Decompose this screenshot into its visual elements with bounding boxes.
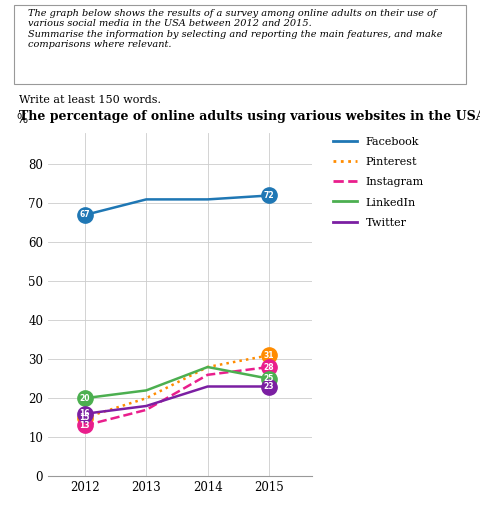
Text: 23: 23	[264, 382, 274, 391]
Text: 72: 72	[264, 191, 275, 200]
Text: 15: 15	[80, 413, 90, 422]
FancyBboxPatch shape	[14, 5, 466, 84]
Text: The percentage of online adults using various websites in the USA: The percentage of online adults using va…	[19, 110, 480, 123]
Legend: Facebook, Pinterest, Instagram, LinkedIn, Twitter: Facebook, Pinterest, Instagram, LinkedIn…	[328, 132, 429, 232]
Text: %: %	[16, 113, 27, 126]
Text: 25: 25	[264, 374, 274, 383]
Text: 28: 28	[264, 362, 275, 372]
Text: The graph below shows the results of a survey among online adults on their use o: The graph below shows the results of a s…	[28, 9, 443, 49]
Text: 31: 31	[264, 351, 274, 360]
Text: 20: 20	[80, 394, 90, 403]
Text: Write at least 150 words.: Write at least 150 words.	[19, 95, 161, 105]
Text: 67: 67	[80, 210, 90, 220]
Text: 16: 16	[80, 409, 90, 418]
Text: 13: 13	[80, 421, 90, 430]
